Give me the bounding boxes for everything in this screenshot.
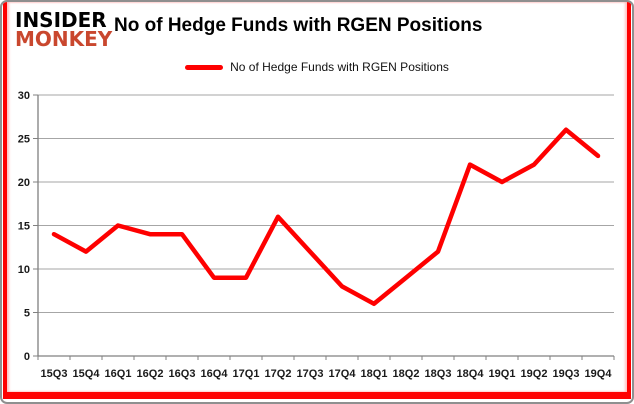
x-tick-label: 16Q3 <box>169 368 196 380</box>
legend-label: No of Hedge Funds with RGEN Positions <box>230 60 449 74</box>
x-tick-label: 16Q2 <box>137 368 164 380</box>
x-tick-label: 17Q2 <box>265 368 292 380</box>
x-tick-label: 18Q4 <box>457 368 485 380</box>
x-tick-label: 18Q2 <box>393 368 420 380</box>
logo-text-insider: INSIDER <box>15 8 107 32</box>
x-tick-label: 19Q3 <box>553 368 580 380</box>
y-tick-label: 0 <box>24 351 30 363</box>
logo-text-monkey: MONKEY <box>15 26 113 51</box>
x-tick-label: 15Q4 <box>73 368 101 380</box>
x-tick-label: 19Q2 <box>521 368 548 380</box>
x-tick-label: 15Q3 <box>41 368 68 380</box>
legend-line-swatch <box>185 64 224 70</box>
x-tick-label: 16Q4 <box>201 368 229 380</box>
y-tick-label: 20 <box>18 177 30 189</box>
x-tick-label: 16Q1 <box>105 368 132 380</box>
insider-monkey-logo: INSIDER MONKEY <box>15 8 113 51</box>
y-tick-label: 10 <box>18 264 30 276</box>
x-tick-label: 19Q4 <box>585 368 613 380</box>
y-tick-label: 30 <box>18 90 30 102</box>
x-tick-label: 17Q4 <box>329 368 357 380</box>
y-tick-label: 25 <box>18 134 30 146</box>
x-tick-label: 18Q3 <box>425 368 452 380</box>
x-tick-label: 18Q1 <box>361 368 388 380</box>
chart-title: No of Hedge Funds with RGEN Positions <box>114 15 483 36</box>
x-tick-label: 17Q1 <box>233 368 260 380</box>
line-chart: 0 5 10 15 20 25 30 15Q3 15Q4 16Q1 16Q2 16Q3 16Q4 17Q1… <box>18 90 615 380</box>
y-tick-label: 5 <box>24 308 30 320</box>
x-tick-label: 17Q3 <box>297 368 324 380</box>
x-tick-label: 19Q1 <box>489 368 516 380</box>
series-line <box>51 127 601 307</box>
legend: No of Hedge Funds with RGEN Positions <box>2 60 632 74</box>
y-tick-label: 15 <box>18 221 30 233</box>
